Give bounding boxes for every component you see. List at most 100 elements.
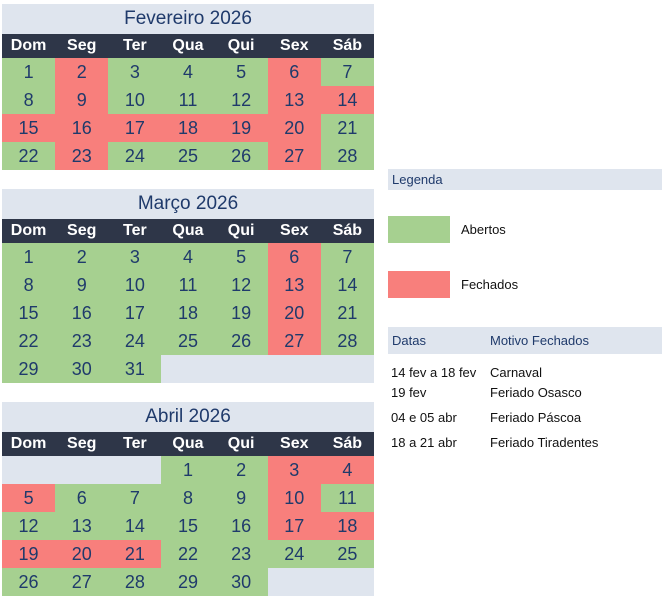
day-cell: 27 (267, 142, 321, 170)
calendar-grid: 1 2 3 4 5 6 7 8 9 10 11 12 13 14 15 16 17 18 19 20 21 22 23 24 2… (2, 58, 374, 170)
reason-row: 04 e 05 abr Feriado Páscoa (0, 408, 666, 428)
weekday-label: Sex (280, 222, 309, 239)
day-cell: 11 (161, 271, 215, 299)
day-cell: 14 (320, 86, 374, 114)
weekday-label: Qui (227, 37, 255, 54)
day-cell: 19 (214, 114, 268, 142)
weekday-label: Qui (227, 435, 255, 452)
day-cell: 23 (55, 142, 109, 170)
reason-row: 18 a 21 abr Feriado Tiradentes (0, 433, 666, 453)
day-cell: 22 (161, 540, 215, 568)
day-cell: 6 (55, 484, 109, 512)
weekday-label: Qui (227, 222, 255, 239)
day-cell: 30 (55, 355, 109, 383)
calendar-grid: 1 2 3 4 5 6 7 8 9 10 11 12 13 14 15 16 17 18 19 20 21 22 23 24 2… (2, 456, 374, 596)
day-cell: 7 (108, 484, 162, 512)
day-cell: 27 (267, 327, 321, 355)
day-cell: 5 (214, 58, 268, 86)
day-cell: 4 (161, 58, 215, 86)
day-cell: 15 (161, 512, 215, 540)
day-cell: 2 (55, 243, 109, 271)
day-cell: 26 (2, 568, 56, 596)
day-cell: 24 (267, 540, 321, 568)
reason-row: 19 fev Feriado Osasco (0, 383, 666, 403)
day-cell: 16 (55, 114, 109, 142)
day-cell: 23 (55, 327, 109, 355)
day-cell-empty (320, 568, 374, 596)
day-cell: 15 (2, 299, 56, 327)
day-cell-empty (267, 568, 321, 596)
weekday-label: Qua (172, 37, 204, 54)
day-cell: 21 (320, 114, 374, 142)
day-cell: 8 (161, 484, 215, 512)
day-cell: 30 (214, 568, 268, 596)
day-cell-empty (267, 355, 321, 383)
day-cell: 9 (55, 86, 109, 114)
day-cell-empty (161, 355, 215, 383)
day-cell: 6 (267, 58, 321, 86)
day-cell: 17 (108, 114, 162, 142)
day-cell: 1 (161, 456, 215, 484)
weekday-label: Sáb (332, 222, 363, 239)
weekday-label: Dom (10, 222, 47, 239)
day-cell: 21 (108, 540, 162, 568)
calendar-title: Abril 2026 (2, 402, 374, 432)
day-cell: 12 (214, 271, 268, 299)
weekday-label: Ter (122, 435, 147, 452)
day-cell: 2 (214, 456, 268, 484)
calendar-title: Março 2026 (2, 189, 374, 219)
weekday-label: Seg (67, 435, 97, 452)
day-cell-empty (108, 456, 162, 484)
weekday-header: Dom Seg Ter Qua Qui Sex Sáb (2, 219, 374, 243)
reason-dates: 19 fev (391, 385, 427, 400)
day-cell: 8 (2, 271, 56, 299)
day-cell: 3 (108, 58, 162, 86)
day-cell: 10 (108, 86, 162, 114)
calendar-title: Fevereiro 2026 (2, 4, 374, 34)
legend-title: Legenda (388, 169, 662, 190)
day-cell-empty (320, 355, 374, 383)
day-cell: 15 (2, 114, 56, 142)
header-reason: Motivo Fechados (490, 333, 589, 348)
day-cell: 14 (108, 512, 162, 540)
day-cell: 31 (108, 355, 162, 383)
day-cell: 13 (267, 86, 321, 114)
day-cell: 9 (214, 484, 268, 512)
weekday-label: Ter (122, 222, 147, 239)
day-cell: 27 (55, 568, 109, 596)
day-cell: 26 (214, 142, 268, 170)
day-cell: 6 (267, 243, 321, 271)
day-cell: 4 (161, 243, 215, 271)
reason-text: Carnaval (490, 365, 543, 380)
day-cell: 18 (320, 512, 374, 540)
day-cell: 28 (320, 142, 374, 170)
weekday-label: Sáb (332, 435, 363, 452)
reason-dates: 14 fev a 18 fev (391, 365, 477, 380)
reason-text: Feriado Tiradentes (490, 435, 599, 450)
day-cell: 1 (2, 243, 56, 271)
calendar-grid: 1 2 3 4 5 6 7 8 9 10 11 12 13 14 15 16 17 18 19 20 21 22 23 24 2… (2, 243, 374, 383)
header-dates: Datas (392, 333, 426, 348)
day-cell: 19 (214, 299, 268, 327)
weekday-header: Dom Seg Ter Qua Qui Sex Sáb (2, 34, 374, 58)
day-cell: 19 (2, 540, 56, 568)
weekday-label: Qua (172, 222, 204, 239)
day-cell: 20 (267, 299, 321, 327)
day-cell: 25 (320, 540, 374, 568)
day-cell: 13 (55, 512, 109, 540)
day-cell: 29 (2, 355, 56, 383)
day-cell: 29 (161, 568, 215, 596)
legend-closed-swatch (388, 271, 450, 298)
day-cell: 11 (161, 86, 215, 114)
day-cell: 1 (2, 58, 56, 86)
reason-text: Feriado Páscoa (490, 410, 582, 425)
day-cell: 17 (267, 512, 321, 540)
day-cell: 22 (2, 327, 56, 355)
day-cell: 7 (320, 58, 374, 86)
legend-open-label: Abertos (461, 222, 506, 237)
weekday-label: Seg (67, 37, 97, 54)
legend-closed-label: Fechados (461, 277, 519, 292)
day-cell: 18 (161, 114, 215, 142)
